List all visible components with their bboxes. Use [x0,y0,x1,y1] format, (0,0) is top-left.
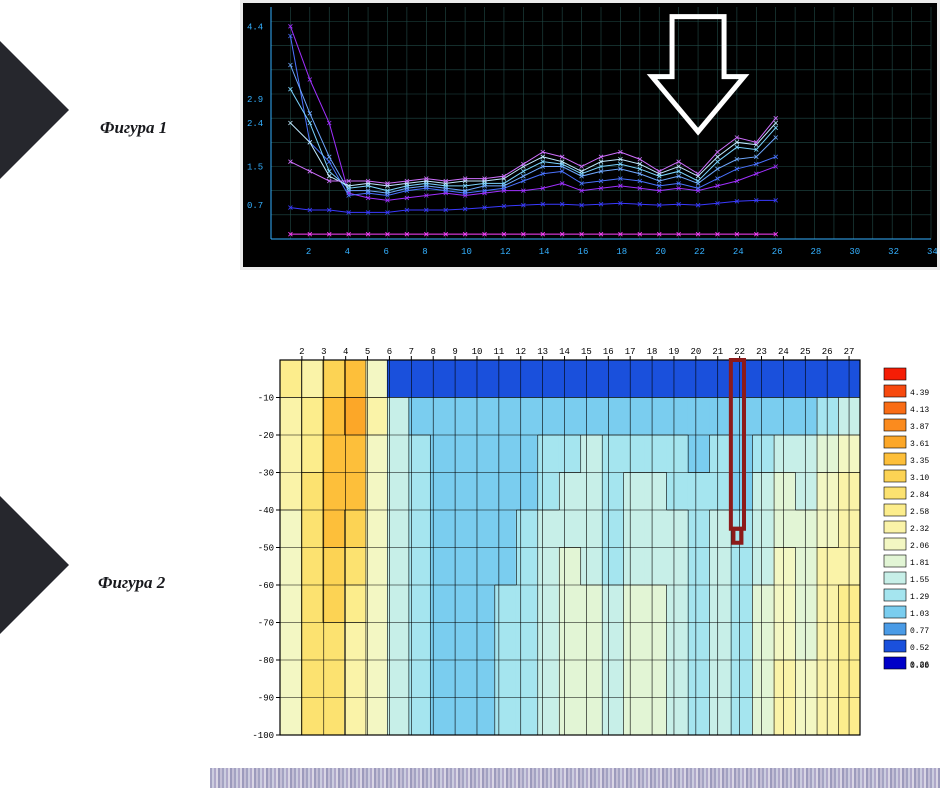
svg-text:4: 4 [343,347,348,357]
svg-text:1.03: 1.03 [910,610,929,619]
svg-text:0.7: 0.7 [247,201,263,211]
svg-text:1.81: 1.81 [910,559,929,568]
svg-text:3.87: 3.87 [910,423,929,432]
svg-text:27: 27 [844,347,855,357]
svg-text:6: 6 [387,347,392,357]
svg-text:16: 16 [578,247,589,257]
figure-1-label: Фигура 1 [100,118,167,138]
svg-text:2: 2 [306,247,311,257]
svg-text:3: 3 [321,347,326,357]
svg-text:18: 18 [616,247,627,257]
svg-text:30: 30 [849,247,860,257]
svg-text:26: 26 [822,347,833,357]
svg-text:9: 9 [452,347,457,357]
svg-text:2.9: 2.9 [247,95,263,105]
svg-text:34: 34 [927,247,937,257]
svg-text:8: 8 [422,247,427,257]
svg-text:15: 15 [581,347,592,357]
svg-text:12: 12 [500,247,511,257]
svg-text:4.4: 4.4 [247,22,263,32]
decorative-strip [210,768,940,788]
svg-text:-100: -100 [252,731,274,741]
svg-text:22: 22 [734,347,745,357]
svg-text:13: 13 [537,347,548,357]
svg-text:2.84: 2.84 [910,491,929,500]
svg-text:6: 6 [383,247,388,257]
svg-text:7: 7 [409,347,414,357]
svg-text:0.52: 0.52 [910,644,929,653]
svg-text:5: 5 [365,347,370,357]
svg-text:20: 20 [690,347,701,357]
svg-text:-30: -30 [258,469,274,479]
chart-1-line-plot: 0.71.52.42.94.42468101214161820222426283… [240,0,940,270]
svg-text:14: 14 [539,247,550,257]
svg-text:-10: -10 [258,394,274,404]
svg-text:-40: -40 [258,506,274,516]
svg-text:32: 32 [888,247,899,257]
svg-text:24: 24 [778,347,789,357]
svg-text:1.55: 1.55 [910,576,929,585]
svg-text:23: 23 [756,347,767,357]
svg-text:-80: -80 [258,656,274,666]
svg-text:8: 8 [431,347,436,357]
pointer-shape-2 [0,455,78,705]
svg-text:1.5: 1.5 [247,163,263,173]
svg-text:4.39: 4.39 [910,389,929,398]
svg-text:3.35: 3.35 [910,457,929,466]
svg-text:1.29: 1.29 [910,593,929,602]
svg-text:12: 12 [515,347,526,357]
svg-text:3.10: 3.10 [910,474,929,483]
svg-text:14: 14 [559,347,570,357]
svg-text:11: 11 [493,347,504,357]
svg-text:10: 10 [461,247,472,257]
pointer-shape-1 [0,0,78,250]
svg-text:-50: -50 [258,544,274,554]
svg-text:-70: -70 [258,619,274,629]
svg-text:17: 17 [625,347,636,357]
svg-text:16: 16 [603,347,614,357]
figure-2-label: Фигура 2 [98,573,165,593]
svg-text:26: 26 [772,247,783,257]
svg-text:4: 4 [345,247,350,257]
svg-text:0.77: 0.77 [910,627,929,636]
svg-text:4.13: 4.13 [910,406,929,415]
svg-text:2.06: 2.06 [910,542,929,551]
svg-text:22: 22 [694,247,705,257]
chart-2-heatmap: 2345678910111213141516171819202122232425… [240,338,940,743]
svg-text:0.00: 0.00 [910,662,929,671]
svg-text:18: 18 [647,347,658,357]
svg-text:25: 25 [800,347,811,357]
svg-text:-20: -20 [258,431,274,441]
svg-text:-60: -60 [258,581,274,591]
svg-text:20: 20 [655,247,666,257]
svg-text:28: 28 [811,247,822,257]
svg-text:3.61: 3.61 [910,440,929,449]
svg-text:2.4: 2.4 [247,119,263,129]
svg-text:2: 2 [299,347,304,357]
svg-text:24: 24 [733,247,744,257]
svg-text:-90: -90 [258,694,274,704]
svg-text:2.58: 2.58 [910,508,929,517]
svg-text:21: 21 [712,347,723,357]
svg-text:10: 10 [472,347,483,357]
svg-text:2.32: 2.32 [910,525,929,534]
svg-text:19: 19 [669,347,680,357]
